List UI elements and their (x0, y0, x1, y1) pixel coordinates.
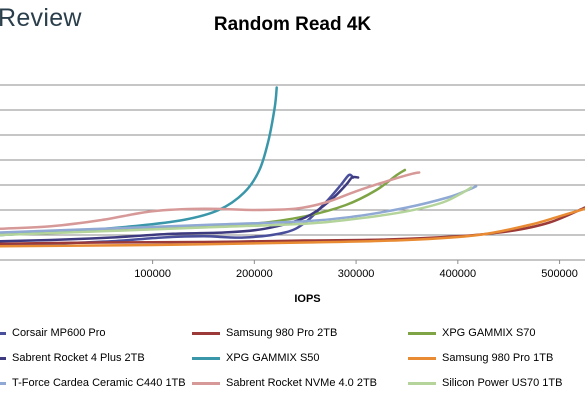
x-axis-title: IOPS (294, 293, 320, 305)
legend-swatch-5 (408, 356, 436, 360)
legend-item-7: Sabrent Rocket NVMe 4.0 2TB (192, 377, 377, 389)
series-line-3 (0, 175, 360, 243)
legend-swatch-6 (0, 381, 6, 385)
x-tick-label-4: 500000 (541, 268, 578, 280)
legend-item-3: Sabrent Rocket 4 Plus 2TB (0, 352, 145, 364)
legend-swatch-3 (0, 356, 6, 360)
legend-swatch-4 (192, 356, 220, 360)
legend-label-7: Sabrent Rocket NVMe 4.0 2TB (226, 377, 378, 389)
legend-label-5: Samsung 980 Pro 1TB (442, 352, 554, 364)
legend-swatch-8 (408, 381, 436, 385)
legend-label-0: Corsair MP600 Pro (12, 327, 106, 339)
series-line-8 (0, 186, 473, 237)
legend-item-0: Corsair MP600 Pro (0, 327, 106, 339)
series-layer (0, 86, 585, 248)
legend-swatch-1 (192, 331, 220, 335)
series-line-5 (0, 207, 585, 248)
chart-plot: 100000 200000 300000 400000 500000 IOPS (0, 84, 585, 305)
legend-item-6: T-Force Cardea Ceramic C440 1TB (0, 377, 186, 389)
legend-item-1: Samsung 980 Pro 2TB (192, 327, 337, 339)
series-line-1 (0, 206, 585, 246)
legend-item-8: Silicon Power US70 1TB (408, 377, 562, 389)
legend-item-2: XPG GAMMIX S70 (408, 327, 536, 339)
chart-title: Random Read 4K (213, 14, 372, 35)
series-line-7 (0, 171, 421, 231)
legend-label-4: XPG GAMMIX S50 (226, 352, 320, 364)
legend-swatch-2 (408, 331, 436, 335)
x-tick-label-2: 300000 (338, 268, 375, 280)
x-tick-label-0: 100000 (134, 268, 171, 280)
legend-label-6: T-Force Cardea Ceramic C440 1TB (12, 377, 186, 389)
legend-label-8: Silicon Power US70 1TB (442, 377, 563, 389)
legend-item-4: XPG GAMMIX S50 (192, 352, 320, 364)
legend-label-2: XPG GAMMIX S70 (442, 327, 536, 339)
legend-swatch-7 (192, 381, 220, 385)
legend-swatch-0 (0, 331, 6, 335)
x-tick-label-3: 400000 (439, 268, 476, 280)
legend-label-1: Samsung 980 Pro 2TB (226, 327, 338, 339)
x-tick-labels: 100000 200000 300000 400000 500000 (134, 260, 578, 280)
legend-item-5: Samsung 980 Pro 1TB (408, 352, 553, 364)
legend-label-3: Sabrent Rocket 4 Plus 2TB (12, 352, 145, 364)
brand-logo-text: Review (0, 4, 82, 32)
x-tick-label-1: 200000 (236, 268, 273, 280)
chart-legend: Corsair MP600 Pro Samsung 980 Pro 2TB XPG … (0, 322, 585, 401)
